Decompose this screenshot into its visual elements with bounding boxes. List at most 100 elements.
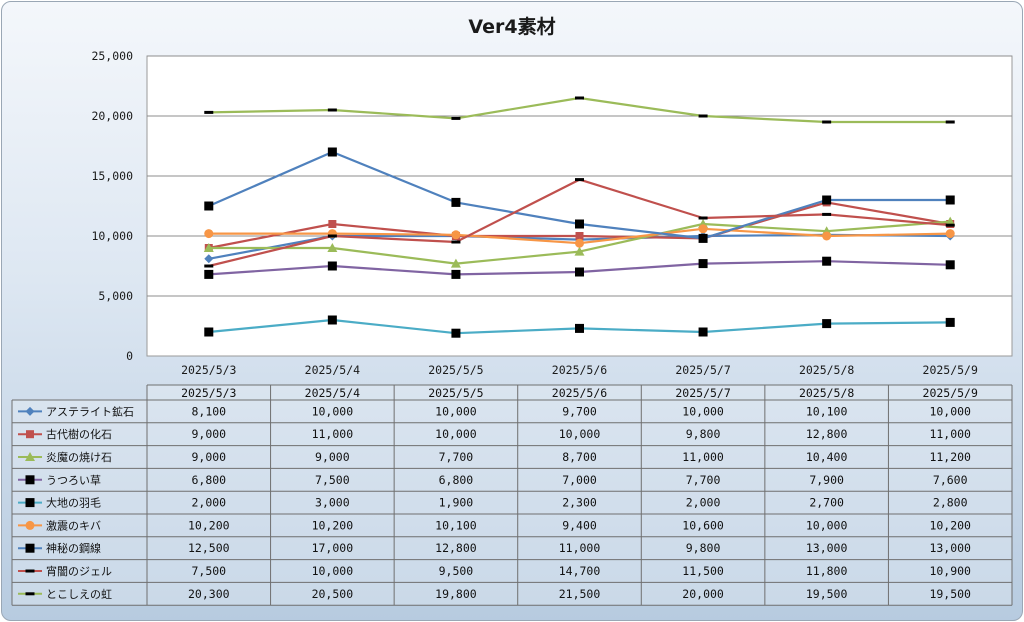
table-header-cell: 2025/5/7 bbox=[675, 386, 730, 400]
y-tick-label: 20,000 bbox=[91, 109, 133, 123]
table-cell: 9,700 bbox=[562, 404, 597, 418]
point-marker-legend bbox=[25, 475, 35, 485]
table-cell: 13,000 bbox=[806, 541, 848, 555]
table-cell: 11,000 bbox=[559, 541, 601, 555]
point-marker bbox=[575, 238, 584, 248]
point-marker bbox=[327, 234, 337, 238]
table-cell: 10,600 bbox=[682, 518, 724, 532]
point-marker bbox=[451, 116, 461, 120]
point-marker bbox=[203, 243, 214, 252]
point-marker bbox=[327, 261, 337, 271]
table-row: 宵闇のジェル 7,500 10,000 9,500 14,700 11,500 11,800… bbox=[18, 564, 971, 578]
point-marker bbox=[204, 327, 214, 337]
legend-entry: 古代樹の化石 bbox=[46, 427, 112, 441]
point-marker-legend bbox=[25, 592, 35, 596]
table-cell: 3,000 bbox=[315, 496, 350, 510]
x-tick-label: 2025/5/8 bbox=[799, 363, 854, 377]
x-tick-label: 2025/5/6 bbox=[552, 363, 607, 377]
data-table bbox=[147, 385, 1012, 606]
point-marker bbox=[575, 219, 584, 229]
table-cell: 17,000 bbox=[312, 541, 354, 555]
legend-entry: 大地の羽毛 bbox=[46, 496, 101, 510]
table-cell: 10,000 bbox=[312, 404, 354, 418]
table-cell: 2,700 bbox=[809, 496, 844, 510]
table-cell: 14,700 bbox=[559, 564, 601, 578]
table-cell: 2,300 bbox=[562, 496, 597, 510]
point-marker bbox=[945, 195, 955, 205]
table-cell: 7,600 bbox=[933, 473, 968, 487]
y-tick-label: 15,000 bbox=[91, 169, 133, 183]
point-marker bbox=[327, 315, 337, 325]
table-cell: 12,800 bbox=[806, 427, 848, 441]
legend-entry: 神秘の鋼線 bbox=[46, 541, 101, 555]
point-marker bbox=[204, 110, 214, 114]
table-header-cell: 2025/5/5 bbox=[428, 386, 483, 400]
table-cell: 11,000 bbox=[929, 427, 971, 441]
table-header-cell: 2025/5/4 bbox=[305, 386, 360, 400]
point-marker bbox=[451, 230, 461, 240]
point-marker-legend bbox=[25, 452, 35, 461]
table-cell: 10,000 bbox=[929, 404, 971, 418]
table-cell: 6,800 bbox=[191, 473, 226, 487]
table-cell: 10,400 bbox=[806, 450, 848, 464]
point-marker bbox=[575, 232, 584, 240]
table-cell: 9,500 bbox=[439, 564, 474, 578]
point-marker bbox=[450, 258, 461, 268]
table-cell: 9,800 bbox=[686, 541, 721, 555]
table-cell: 12,500 bbox=[188, 541, 230, 555]
table-cell: 10,900 bbox=[929, 564, 971, 578]
table-row: 大地の羽毛 2,000 3,000 1,900 2,300 2,000 2,700 2,800 bbox=[18, 496, 968, 510]
point-marker bbox=[945, 223, 955, 227]
table-cell: 10,100 bbox=[806, 404, 848, 418]
plot-area bbox=[146, 55, 1013, 357]
point-marker bbox=[698, 233, 708, 243]
table-cell: 9,000 bbox=[315, 450, 350, 464]
point-marker bbox=[822, 231, 832, 241]
table-row: アステライト鉱石 8,100 10,000 10,000 9,700 10,000 10,1… bbox=[18, 404, 971, 418]
point-marker bbox=[822, 120, 832, 124]
table-cell: 11,000 bbox=[312, 427, 354, 441]
point-marker-legend bbox=[25, 520, 35, 530]
point-marker bbox=[451, 197, 461, 207]
y-tick-label: 25,000 bbox=[91, 49, 133, 63]
series-9 bbox=[204, 96, 955, 124]
point-marker bbox=[575, 178, 584, 182]
point-marker bbox=[698, 216, 708, 220]
point-marker bbox=[945, 260, 955, 270]
point-marker bbox=[204, 201, 214, 211]
table-cell: 7,500 bbox=[315, 473, 350, 487]
table-cell: 10,000 bbox=[806, 518, 848, 532]
table-cell: 6,800 bbox=[439, 473, 474, 487]
point-marker bbox=[822, 212, 832, 216]
table-cell: 10,000 bbox=[312, 564, 354, 578]
table-cell: 10,000 bbox=[559, 427, 601, 441]
table-cell: 10,000 bbox=[435, 404, 477, 418]
point-marker bbox=[575, 323, 584, 333]
legend-entry: 炎魔の焼け石 bbox=[46, 450, 112, 464]
series-6 bbox=[204, 224, 955, 248]
table-cell: 11,200 bbox=[929, 450, 971, 464]
table-cell: 10,100 bbox=[435, 518, 477, 532]
table-header-cell: 2025/5/6 bbox=[552, 386, 607, 400]
legend-entry: とこしえの虹 bbox=[46, 588, 112, 601]
point-marker bbox=[204, 229, 214, 239]
point-marker bbox=[574, 246, 585, 256]
x-tick-label: 2025/5/5 bbox=[428, 363, 483, 377]
table-row: うつろい草 6,800 7,500 6,800 7,000 7,700 7,900 7,600 bbox=[18, 473, 968, 487]
table-cell: 11,000 bbox=[682, 450, 724, 464]
table-cell: 1,900 bbox=[439, 496, 474, 510]
table-cell: 12,800 bbox=[435, 541, 477, 555]
point-marker bbox=[451, 240, 461, 244]
point-marker-legend bbox=[25, 543, 35, 553]
point-marker-legend bbox=[25, 569, 35, 573]
point-marker bbox=[698, 327, 708, 337]
table-cell: 11,500 bbox=[682, 564, 724, 578]
table-cell: 21,500 bbox=[559, 587, 601, 601]
table-cell: 10,200 bbox=[929, 518, 971, 532]
y-tick-label: 5,000 bbox=[98, 289, 133, 303]
chart-title: Ver4素材 bbox=[468, 15, 555, 38]
series-4 bbox=[204, 256, 955, 279]
point-marker bbox=[945, 229, 955, 239]
